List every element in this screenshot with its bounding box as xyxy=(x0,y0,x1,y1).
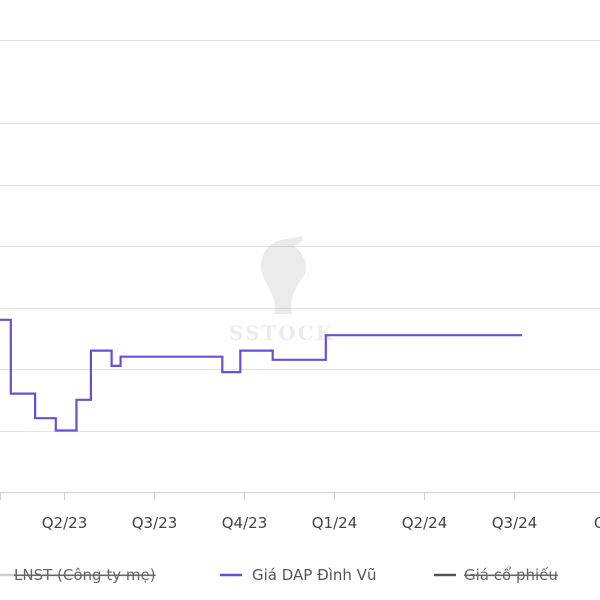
axis-layer: Q2/23 Q3/23 Q4/23 Q1/24 Q2/24 Q3/24 Q4 xyxy=(0,492,600,532)
series-layer xyxy=(0,318,522,432)
legend-item-1[interactable]: Giá DAP Đình Vũ xyxy=(252,566,376,584)
x-tick-label: Q3/24 xyxy=(492,514,538,532)
x-tick-label: Q1/24 xyxy=(312,514,358,532)
legend: LNST (Công ty mẹ) Giá DAP Đình Vũ Giá cổ p… xyxy=(0,566,558,584)
x-tick-label: Q4/23 xyxy=(222,514,268,532)
x-tick-label: Q3/23 xyxy=(132,514,178,532)
x-tick-label: Q2/23 xyxy=(42,514,88,532)
watermark-logo: SSTOCK xyxy=(229,236,335,345)
x-tick-label: Q2/24 xyxy=(402,514,448,532)
watermark-text: SSTOCK xyxy=(229,321,335,345)
grid-layer xyxy=(0,40,600,432)
horse-head-logo-icon xyxy=(260,236,306,314)
series-line-gia-dap[interactable] xyxy=(0,318,522,432)
x-tick-label: Q4 xyxy=(594,514,600,532)
